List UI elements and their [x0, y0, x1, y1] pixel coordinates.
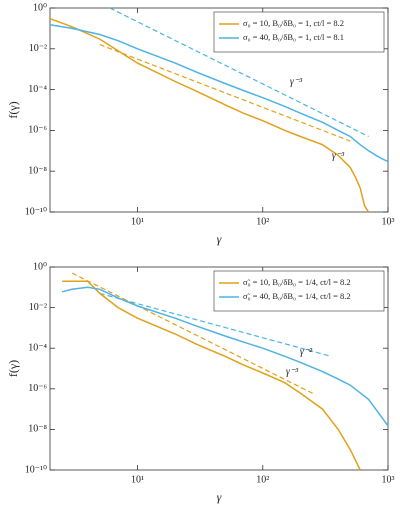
annotation: γ⁻³ — [290, 76, 303, 87]
series-line — [49, 24, 389, 163]
x-tick-label: 10² — [256, 474, 269, 485]
annotation: γ⁻³ — [332, 150, 345, 161]
x-tick-label: 10¹ — [131, 474, 144, 485]
annotation: γ⁻³ — [286, 366, 299, 377]
legend-label: σ₀ = 40, B₀/δB₀ = 1, ct/l = 8.1 — [243, 32, 344, 42]
series-line — [49, 17, 370, 213]
y-axis-label: f(γ) — [6, 360, 20, 377]
x-tick-label: 10¹ — [131, 216, 144, 227]
annotation: γ⁻² — [300, 346, 313, 357]
y-tick-label: 10⁻⁴ — [28, 84, 47, 95]
y-tick-label: 10⁻⁸ — [28, 424, 47, 435]
x-axis-label: γ — [217, 490, 222, 504]
series-line — [61, 286, 389, 427]
y-tick-label: 10⁻⁸ — [28, 165, 47, 176]
panel: 10¹ 10² 10³ 10⁻¹⁰ 10⁻⁸ 10⁻⁶ 10⁻⁴ 10⁻² 10⁰ γ f(γ) γ⁻… — [6, 2, 395, 245]
y-tick-label: 10⁻⁴ — [28, 342, 47, 353]
reference-line — [99, 44, 351, 142]
x-axis-label: γ — [217, 232, 222, 246]
reference-line — [71, 272, 313, 394]
y-tick-label: 10⁻¹⁰ — [25, 206, 47, 217]
plot-frame — [49, 7, 389, 213]
y-tick-label: 10⁻² — [29, 302, 47, 313]
y-tick-label: 10⁰ — [33, 261, 47, 272]
legend-box — [213, 11, 385, 53]
y-tick-label: 10⁻² — [29, 43, 47, 54]
x-tick-label: 10³ — [382, 216, 395, 227]
legend-label: σ̃₀ = 40, B₀/δB₀ = 1/4, ct/l = 8.2 — [243, 291, 351, 301]
y-tick-label: 10⁻⁶ — [28, 383, 47, 394]
plot-frame — [49, 266, 389, 471]
x-tick-label: 10³ — [382, 474, 395, 485]
y-axis-label: f(γ) — [6, 101, 20, 118]
panel: 10¹ 10² 10³ 10⁻¹⁰ 10⁻⁸ 10⁻⁶ 10⁻⁴ 10⁻² 10⁰ γ f(γ) γ⁻… — [6, 261, 395, 503]
legend-label: σ̃₀ = 10, B₀/δB₀ = 1/4, ct/l = 8.2 — [243, 277, 351, 287]
legend-label: σ₀ = 10, B₀/δB₀ = 1, ct/l = 8.2 — [243, 18, 344, 28]
y-tick-label: 10⁻¹⁰ — [25, 464, 47, 475]
reference-line — [109, 7, 369, 138]
y-tick-label: 10⁰ — [33, 2, 47, 13]
y-tick-label: 10⁻⁶ — [28, 125, 47, 136]
legend-box — [213, 270, 385, 312]
x-tick-label: 10² — [256, 216, 269, 227]
